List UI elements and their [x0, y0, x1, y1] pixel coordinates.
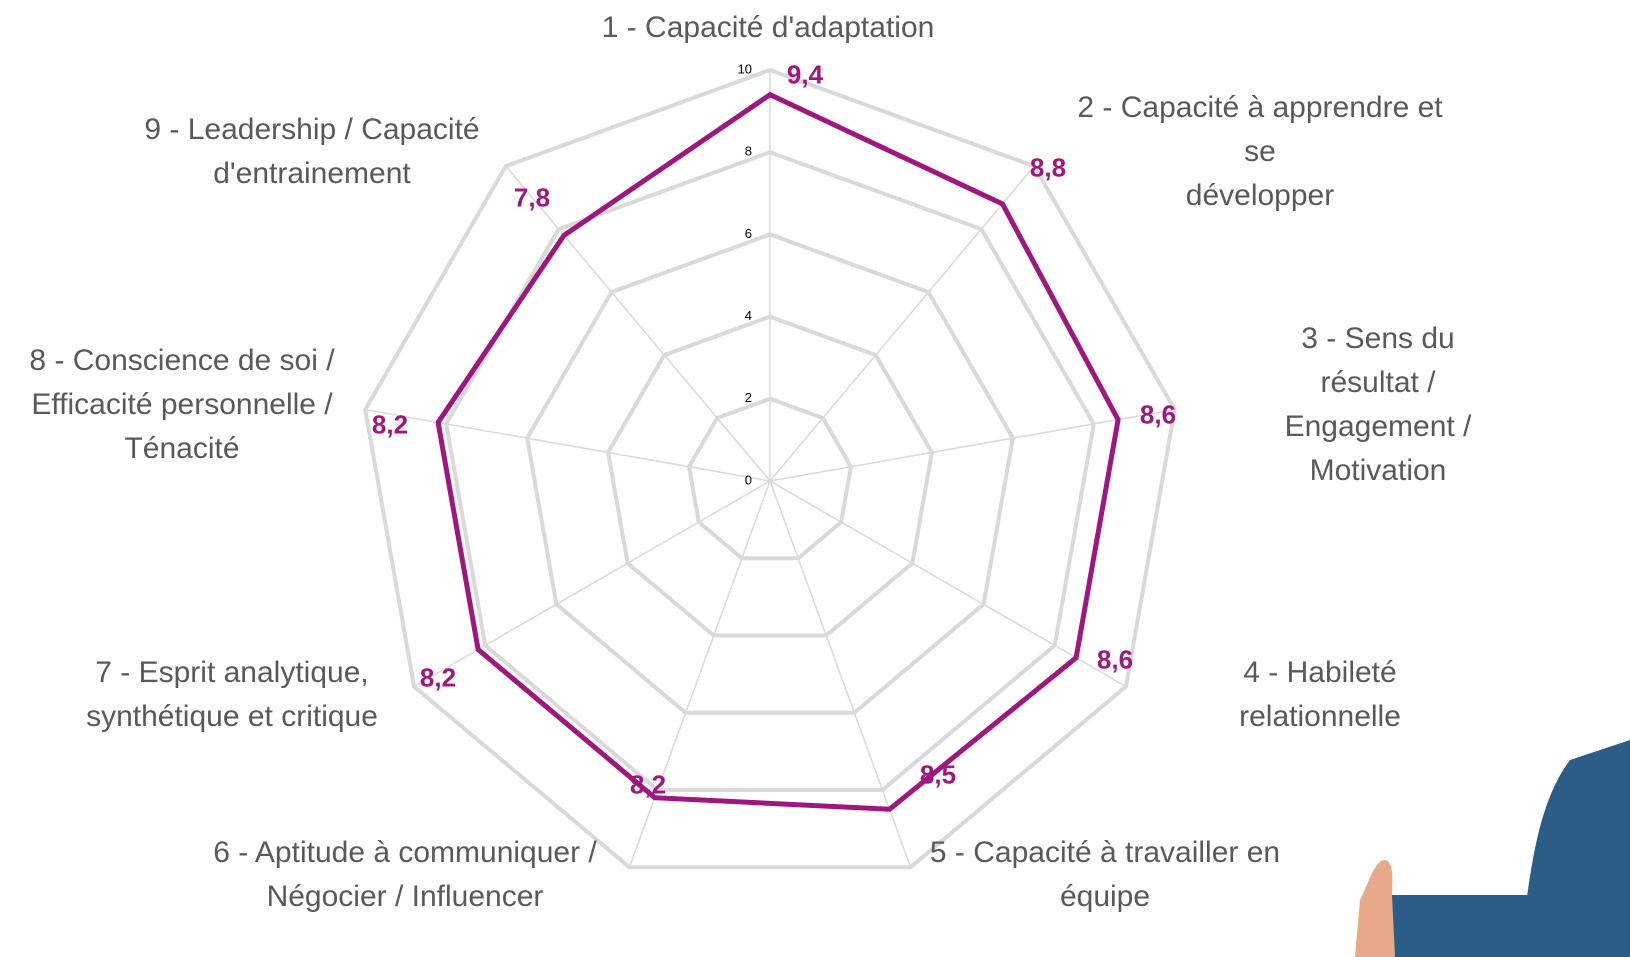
spoke — [629, 481, 770, 867]
chart: 0 2 4 6 8 10 1 - Capacité d'adaptation 9,4 2 - … — [0, 0, 1630, 957]
axis-label: 9 - Leadership / Capacité d'entrainement — [144, 108, 479, 196]
value-label: 7,8 — [514, 183, 550, 214]
spoke — [770, 481, 1126, 687]
value-label: 9,4 — [787, 60, 823, 91]
value-label: 8,8 — [1030, 153, 1066, 184]
axis-label: 2 - Capacité à apprendre et se développe… — [1075, 86, 1445, 218]
spoke — [770, 166, 1034, 481]
value-label: 8,6 — [1097, 645, 1133, 676]
tick-label: 2 — [745, 390, 752, 405]
tick-label: 4 — [745, 308, 752, 323]
mascot — [1355, 740, 1630, 957]
axis-label: 8 - Conscience de soi / Efficacité perso… — [29, 339, 334, 471]
value-label: 8,2 — [372, 410, 408, 441]
spoke — [365, 410, 770, 481]
tick-label: 8 — [745, 144, 752, 159]
axis-label: 1 - Capacité d'adaptation — [602, 6, 935, 50]
value-label: 8,2 — [420, 663, 456, 694]
tick-label: 10 — [738, 61, 752, 76]
axis-label: 5 - Capacité à travailler en équipe — [930, 831, 1280, 919]
axis-label: 3 - Sens du résultat / Engagement / Moti… — [1252, 317, 1504, 493]
tick-label: 6 — [745, 226, 752, 241]
value-label: 8,5 — [920, 760, 956, 791]
tick-label: 0 — [745, 472, 752, 487]
value-label: 8,6 — [1140, 400, 1176, 431]
axis-label: 7 - Esprit analytique, synthétique et cr… — [86, 651, 378, 739]
value-label: 8,2 — [630, 770, 666, 801]
axis-label: 4 - Habileté relationnelle — [1165, 651, 1475, 739]
axis-label: 6 - Aptitude à communiquer / Négocier / … — [213, 831, 597, 919]
